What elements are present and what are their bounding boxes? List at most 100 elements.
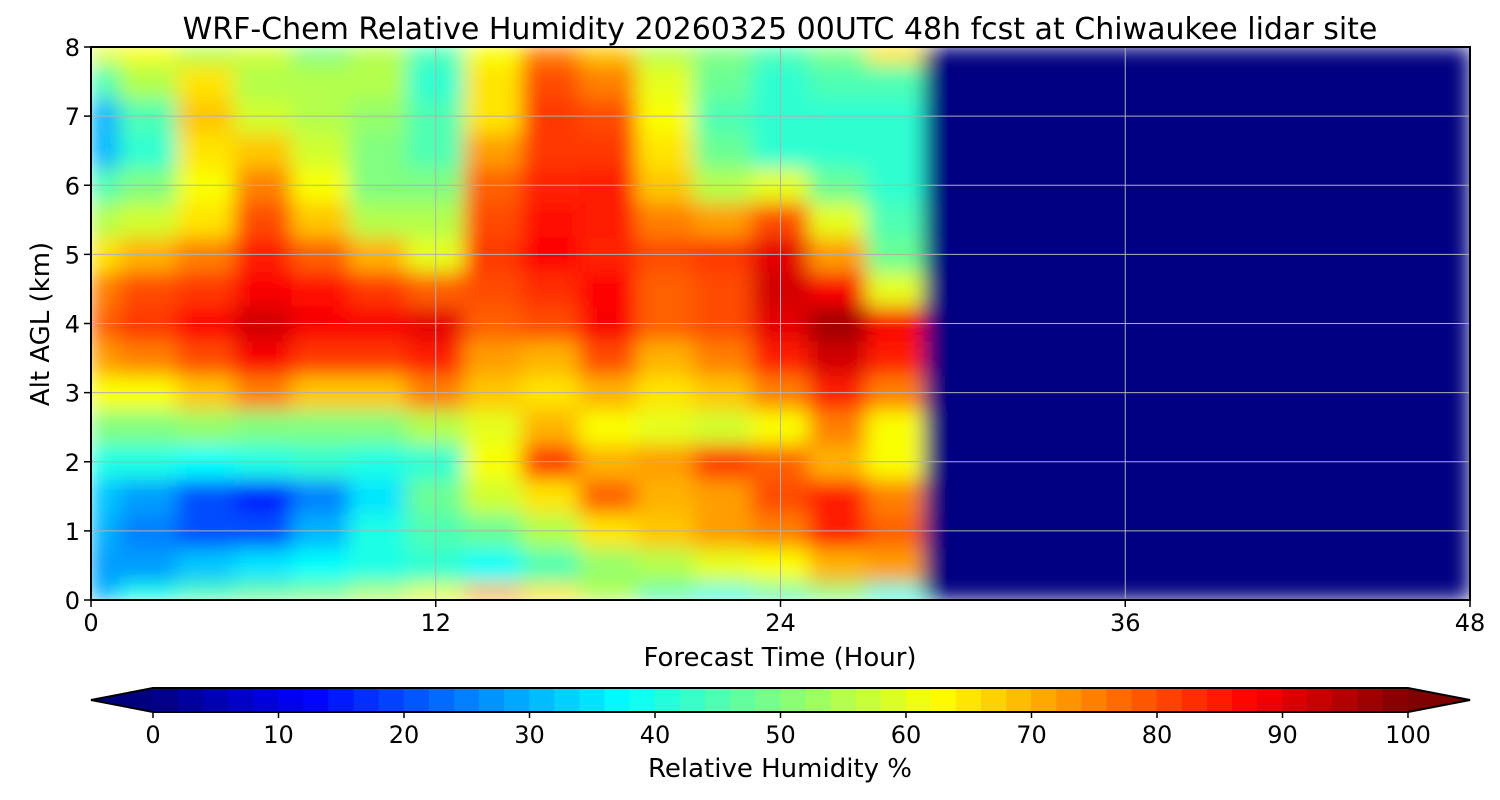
colorbar-segment bbox=[504, 688, 530, 712]
x-axis-label: Forecast Time (Hour) bbox=[643, 643, 916, 673]
heatmap-cell bbox=[636, 271, 695, 307]
heatmap-cell bbox=[234, 47, 293, 65]
colorbar-segment bbox=[1332, 688, 1359, 712]
heatmap-cell bbox=[808, 63, 868, 100]
heatmap-cell bbox=[1325, 478, 1385, 515]
heatmap-cell bbox=[463, 582, 523, 600]
colorbar-segment bbox=[930, 688, 957, 712]
heatmap-cell bbox=[1268, 547, 1327, 584]
heatmap-cell bbox=[636, 409, 695, 445]
heatmap-cell bbox=[234, 478, 293, 515]
y-tick-label: 2 bbox=[65, 449, 80, 477]
heatmap-cell bbox=[119, 409, 178, 445]
colorbar-segment bbox=[1056, 688, 1082, 712]
heatmap-cell bbox=[923, 271, 983, 307]
heatmap-cell bbox=[578, 582, 638, 600]
heatmap-cell bbox=[1440, 132, 1470, 169]
heatmap-cell bbox=[521, 547, 580, 584]
heatmap-cell bbox=[981, 63, 1040, 100]
heatmap-cell bbox=[291, 202, 351, 238]
heatmap-cell bbox=[866, 132, 925, 169]
colorbar-tick-label: 50 bbox=[765, 721, 796, 749]
heatmap-cell bbox=[1210, 202, 1270, 238]
heatmap-cell bbox=[1325, 547, 1385, 584]
heatmap-cell bbox=[349, 547, 408, 584]
colorbar-segment bbox=[378, 688, 405, 712]
heatmap-cell bbox=[1210, 478, 1270, 515]
heatmap-cell bbox=[291, 132, 351, 169]
colorbar-segment bbox=[1307, 688, 1333, 712]
colorbar-extend-max bbox=[1408, 688, 1470, 712]
colorbar-extend-min bbox=[91, 688, 153, 712]
heatmap-cell bbox=[923, 582, 983, 600]
heatmap-cell bbox=[234, 582, 293, 600]
heatmap-cell bbox=[693, 202, 753, 238]
colorbar-segment bbox=[955, 688, 982, 712]
colorbar: 0 10 20 30 40 50 60 70 80 90 100 bbox=[90, 687, 1471, 749]
colorbar-tick-label: 90 bbox=[1267, 721, 1298, 749]
colorbar-segment bbox=[654, 688, 681, 712]
heatmap-cell bbox=[1325, 409, 1385, 445]
heatmap-cell bbox=[291, 547, 351, 584]
colorbar-segment bbox=[1257, 688, 1283, 712]
heatmap-cell bbox=[1440, 478, 1470, 515]
heatmap-cell bbox=[176, 409, 236, 445]
heatmap-cell bbox=[693, 47, 753, 65]
colorbar-segment bbox=[981, 688, 1007, 712]
heatmap-cell bbox=[923, 478, 983, 515]
heatmap-cell bbox=[866, 271, 925, 307]
heatmap-cell bbox=[1210, 63, 1270, 100]
heatmap-cell bbox=[91, 547, 121, 584]
heatmap-cell bbox=[866, 340, 925, 376]
grid-lines bbox=[91, 47, 1470, 600]
colorbar-tick-label: 60 bbox=[891, 721, 922, 749]
heatmap-cell bbox=[1383, 478, 1442, 515]
heatmap-cell bbox=[808, 47, 868, 65]
colorbar-segment bbox=[303, 688, 329, 712]
colorbar-segment bbox=[1131, 688, 1158, 712]
colorbar-segment bbox=[1206, 688, 1233, 712]
heatmap-cell bbox=[578, 547, 638, 584]
heatmap-cell bbox=[119, 202, 178, 238]
heatmap-cell bbox=[91, 63, 121, 100]
heatmap-cell bbox=[808, 132, 868, 169]
heatmap-cell bbox=[578, 340, 638, 376]
heatmap-cell bbox=[349, 63, 408, 100]
heatmap-cell bbox=[521, 132, 580, 169]
colorbar-segment bbox=[629, 688, 656, 712]
heatmap-cell bbox=[1038, 202, 1098, 238]
heatmap-cell bbox=[1038, 271, 1098, 307]
heatmap-cell bbox=[578, 132, 638, 169]
colorbar-segment bbox=[1081, 688, 1108, 712]
heatmap-cell bbox=[119, 63, 178, 100]
colorbar-segment bbox=[479, 688, 505, 712]
heatmap-cell bbox=[119, 132, 178, 169]
colorbar-tick-label: 0 bbox=[145, 721, 160, 749]
y-tick-label: 4 bbox=[65, 311, 80, 339]
colorbar-segment bbox=[529, 688, 555, 712]
heatmap-cell bbox=[1325, 63, 1385, 100]
heatmap-cell bbox=[349, 582, 408, 600]
x-tick-label: 48 bbox=[1455, 609, 1486, 637]
heatmap-cell bbox=[1383, 271, 1442, 307]
y-tick-label: 1 bbox=[65, 518, 80, 546]
heatmap-cell bbox=[1153, 478, 1212, 515]
heatmap-cell bbox=[923, 409, 983, 445]
colorbar-segment bbox=[730, 688, 756, 712]
heatmap-cell bbox=[1038, 132, 1098, 169]
heatmap-cell bbox=[981, 478, 1040, 515]
y-tick-label: 3 bbox=[65, 380, 80, 408]
heatmap-cell bbox=[176, 340, 236, 376]
heatmap-cell bbox=[636, 547, 695, 584]
heatmap-cell bbox=[1210, 582, 1270, 600]
colorbar-segment bbox=[1357, 688, 1384, 712]
heatmap-cell bbox=[1210, 47, 1270, 65]
colorbar-tick-label: 80 bbox=[1142, 721, 1173, 749]
heatmap-cell bbox=[521, 478, 580, 515]
heatmap-cell bbox=[578, 478, 638, 515]
colorbar-segment bbox=[1006, 688, 1032, 712]
heatmap-cell bbox=[866, 547, 925, 584]
heatmap-cell bbox=[1210, 547, 1270, 584]
colorbar-tick-label: 100 bbox=[1385, 721, 1431, 749]
